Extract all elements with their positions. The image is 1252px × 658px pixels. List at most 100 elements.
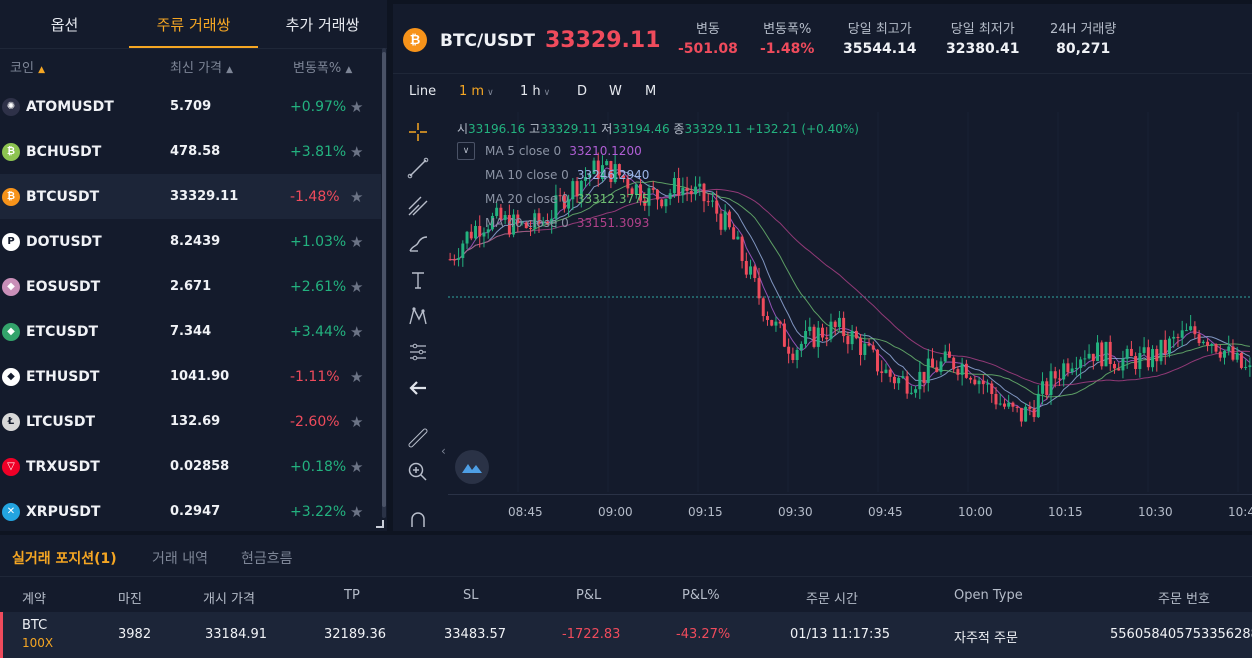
ma-value: 33210.1200 [569, 144, 642, 158]
candle [1172, 330, 1176, 348]
interval-button[interactable]: M [645, 84, 656, 99]
time-tick-label: 10:15 [1048, 505, 1083, 519]
text-tool-icon[interactable] [403, 265, 433, 295]
crosshair-icon[interactable] [403, 117, 433, 147]
candle [837, 310, 841, 331]
candle-body [613, 164, 617, 183]
time-tick-label: 09:15 [688, 505, 723, 519]
list-item[interactable]: ◆ EOSUSDT 2.671 +2.61% ★ [0, 264, 381, 309]
candle [956, 366, 960, 381]
close-label: 종 [673, 122, 685, 136]
tab-live-positions[interactable]: 실거래 포지션(1) [12, 551, 117, 567]
candle [990, 380, 994, 403]
ticker-stat: 당일 최고가 35544.14 [843, 18, 917, 57]
list-item[interactable]: ₿ BTCUSDT 33329.11 -1.48% ★ [0, 174, 381, 219]
list-item[interactable]: Ł LTCUSDT 132.69 -2.60% ★ [0, 399, 381, 444]
list-item[interactable]: ◆ ETHUSDT 1041.90 -1.11% ★ [0, 354, 381, 399]
magnet-icon[interactable] [403, 505, 433, 535]
star-icon[interactable]: ★ [350, 502, 364, 521]
tab-options[interactable]: 옵션 [50, 15, 79, 34]
candle [804, 320, 808, 349]
interval-button[interactable]: 1 m ∨ [459, 84, 494, 99]
star-icon[interactable]: ★ [350, 97, 364, 116]
interval-button[interactable]: Line [409, 84, 436, 99]
pattern-tool-icon[interactable] [403, 301, 433, 331]
measure-tool-icon[interactable] [403, 337, 433, 367]
star-icon[interactable]: ★ [350, 232, 364, 251]
column-header: TP [344, 588, 360, 603]
zoom-in-icon[interactable] [403, 457, 433, 487]
back-arrow-icon[interactable] [403, 373, 433, 403]
list-item[interactable]: P DOTUSDT 8.2439 +1.03% ★ [0, 219, 381, 264]
eos-icon: ◆ [2, 277, 20, 296]
coin-change-label: +0.97% [290, 98, 347, 115]
scrollbar-thumb[interactable] [382, 52, 386, 507]
candle-body [833, 321, 837, 328]
btc-icon: ₿ [403, 28, 427, 52]
tab-cash-flow[interactable]: 현금흐름 [241, 551, 293, 567]
sort-by-coin[interactable]: 코인 ▲ [10, 57, 45, 76]
open-type-cell: 자주적 주문 [954, 631, 1018, 646]
list-item[interactable]: ▽ TRXUSDT 0.02858 +0.18% ★ [0, 444, 381, 489]
candle [571, 178, 575, 211]
candle-body [952, 357, 956, 370]
candle-body [986, 383, 990, 385]
candle [816, 320, 820, 358]
table-row[interactable]: BTC 100X 3982 33184.91 32189.36 33483.57… [0, 612, 1252, 658]
candle-body [723, 211, 727, 230]
candle [909, 385, 913, 395]
candle [947, 343, 951, 358]
star-icon[interactable]: ★ [350, 412, 364, 431]
candle-body [778, 321, 782, 324]
star-icon[interactable]: ★ [350, 367, 364, 386]
parallel-channel-icon[interactable] [403, 191, 433, 221]
sort-by-price[interactable]: 최신 가격 ▲ [170, 57, 233, 76]
candle-body [1168, 338, 1171, 354]
list-item[interactable]: ₿ BCHUSDT 478.58 +3.81% ★ [0, 129, 381, 174]
candle [660, 198, 664, 209]
star-icon[interactable]: ★ [350, 187, 364, 206]
interval-button[interactable]: W [609, 84, 622, 99]
tab-extra-pairs[interactable]: 추가 거래쌍 [285, 15, 360, 34]
list-item[interactable]: ◆ ETCUSDT 7.344 +3.44% ★ [0, 309, 381, 354]
candle [888, 367, 892, 383]
star-icon[interactable]: ★ [350, 277, 364, 296]
candle-body [1206, 341, 1210, 346]
list-item[interactable]: ✕ XRPUSDT 0.2947 +3.22% ★ [0, 489, 381, 534]
star-icon[interactable]: ★ [350, 322, 364, 341]
interval-button[interactable]: D [577, 84, 587, 99]
symbol-label[interactable]: BTC/USDT [440, 31, 535, 51]
candle-body [901, 376, 905, 378]
star-icon[interactable]: ★ [350, 142, 364, 161]
coin-name-label: DOTUSDT [26, 233, 102, 250]
candlestick-chart[interactable] [448, 112, 1252, 492]
candle [829, 313, 833, 343]
candle-body [943, 351, 947, 362]
candle-body [529, 228, 532, 230]
candle [685, 176, 689, 202]
tab-major-pairs[interactable]: 주류 거래쌍 [129, 0, 258, 48]
time-tick-label: 09:30 [778, 505, 813, 519]
stat-value: 32380.41 [946, 41, 1020, 57]
market-list-header: 코인 ▲ 최신 가격 ▲ 변동폭% ▲ [0, 48, 387, 84]
sort-by-change[interactable]: 변동폭% ▲ [293, 57, 352, 76]
trend-line-icon[interactable] [403, 153, 433, 183]
ma-legend-item: MA 5 close 0 33210.1200 [485, 144, 642, 158]
candle [952, 356, 956, 373]
star-icon[interactable]: ★ [350, 457, 364, 476]
coin-price-label: 8.2439 [170, 234, 221, 249]
chevron-down-icon[interactable]: ∨ [457, 142, 475, 160]
chevron-left-icon[interactable]: ‹ [441, 444, 446, 458]
list-item[interactable]: ✺ ATOMUSDT 5.709 +0.97% ★ [0, 84, 381, 129]
resize-handle[interactable] [376, 520, 384, 528]
chart-canvas[interactable] [448, 112, 1252, 492]
interval-button[interactable]: 1 h ∨ [520, 84, 550, 99]
ruler-icon[interactable] [403, 423, 433, 453]
brush-icon[interactable] [403, 229, 433, 259]
tab-trade-history[interactable]: 거래 내역 [152, 551, 208, 567]
candle-body [854, 330, 858, 339]
ma-series-line [450, 188, 1250, 386]
time-axis: 08:45 09:00 09:15 09:30 09:45 10:00 10:15 10:30… [448, 494, 1252, 531]
candle-body [1062, 363, 1066, 380]
candle-body [787, 346, 791, 354]
